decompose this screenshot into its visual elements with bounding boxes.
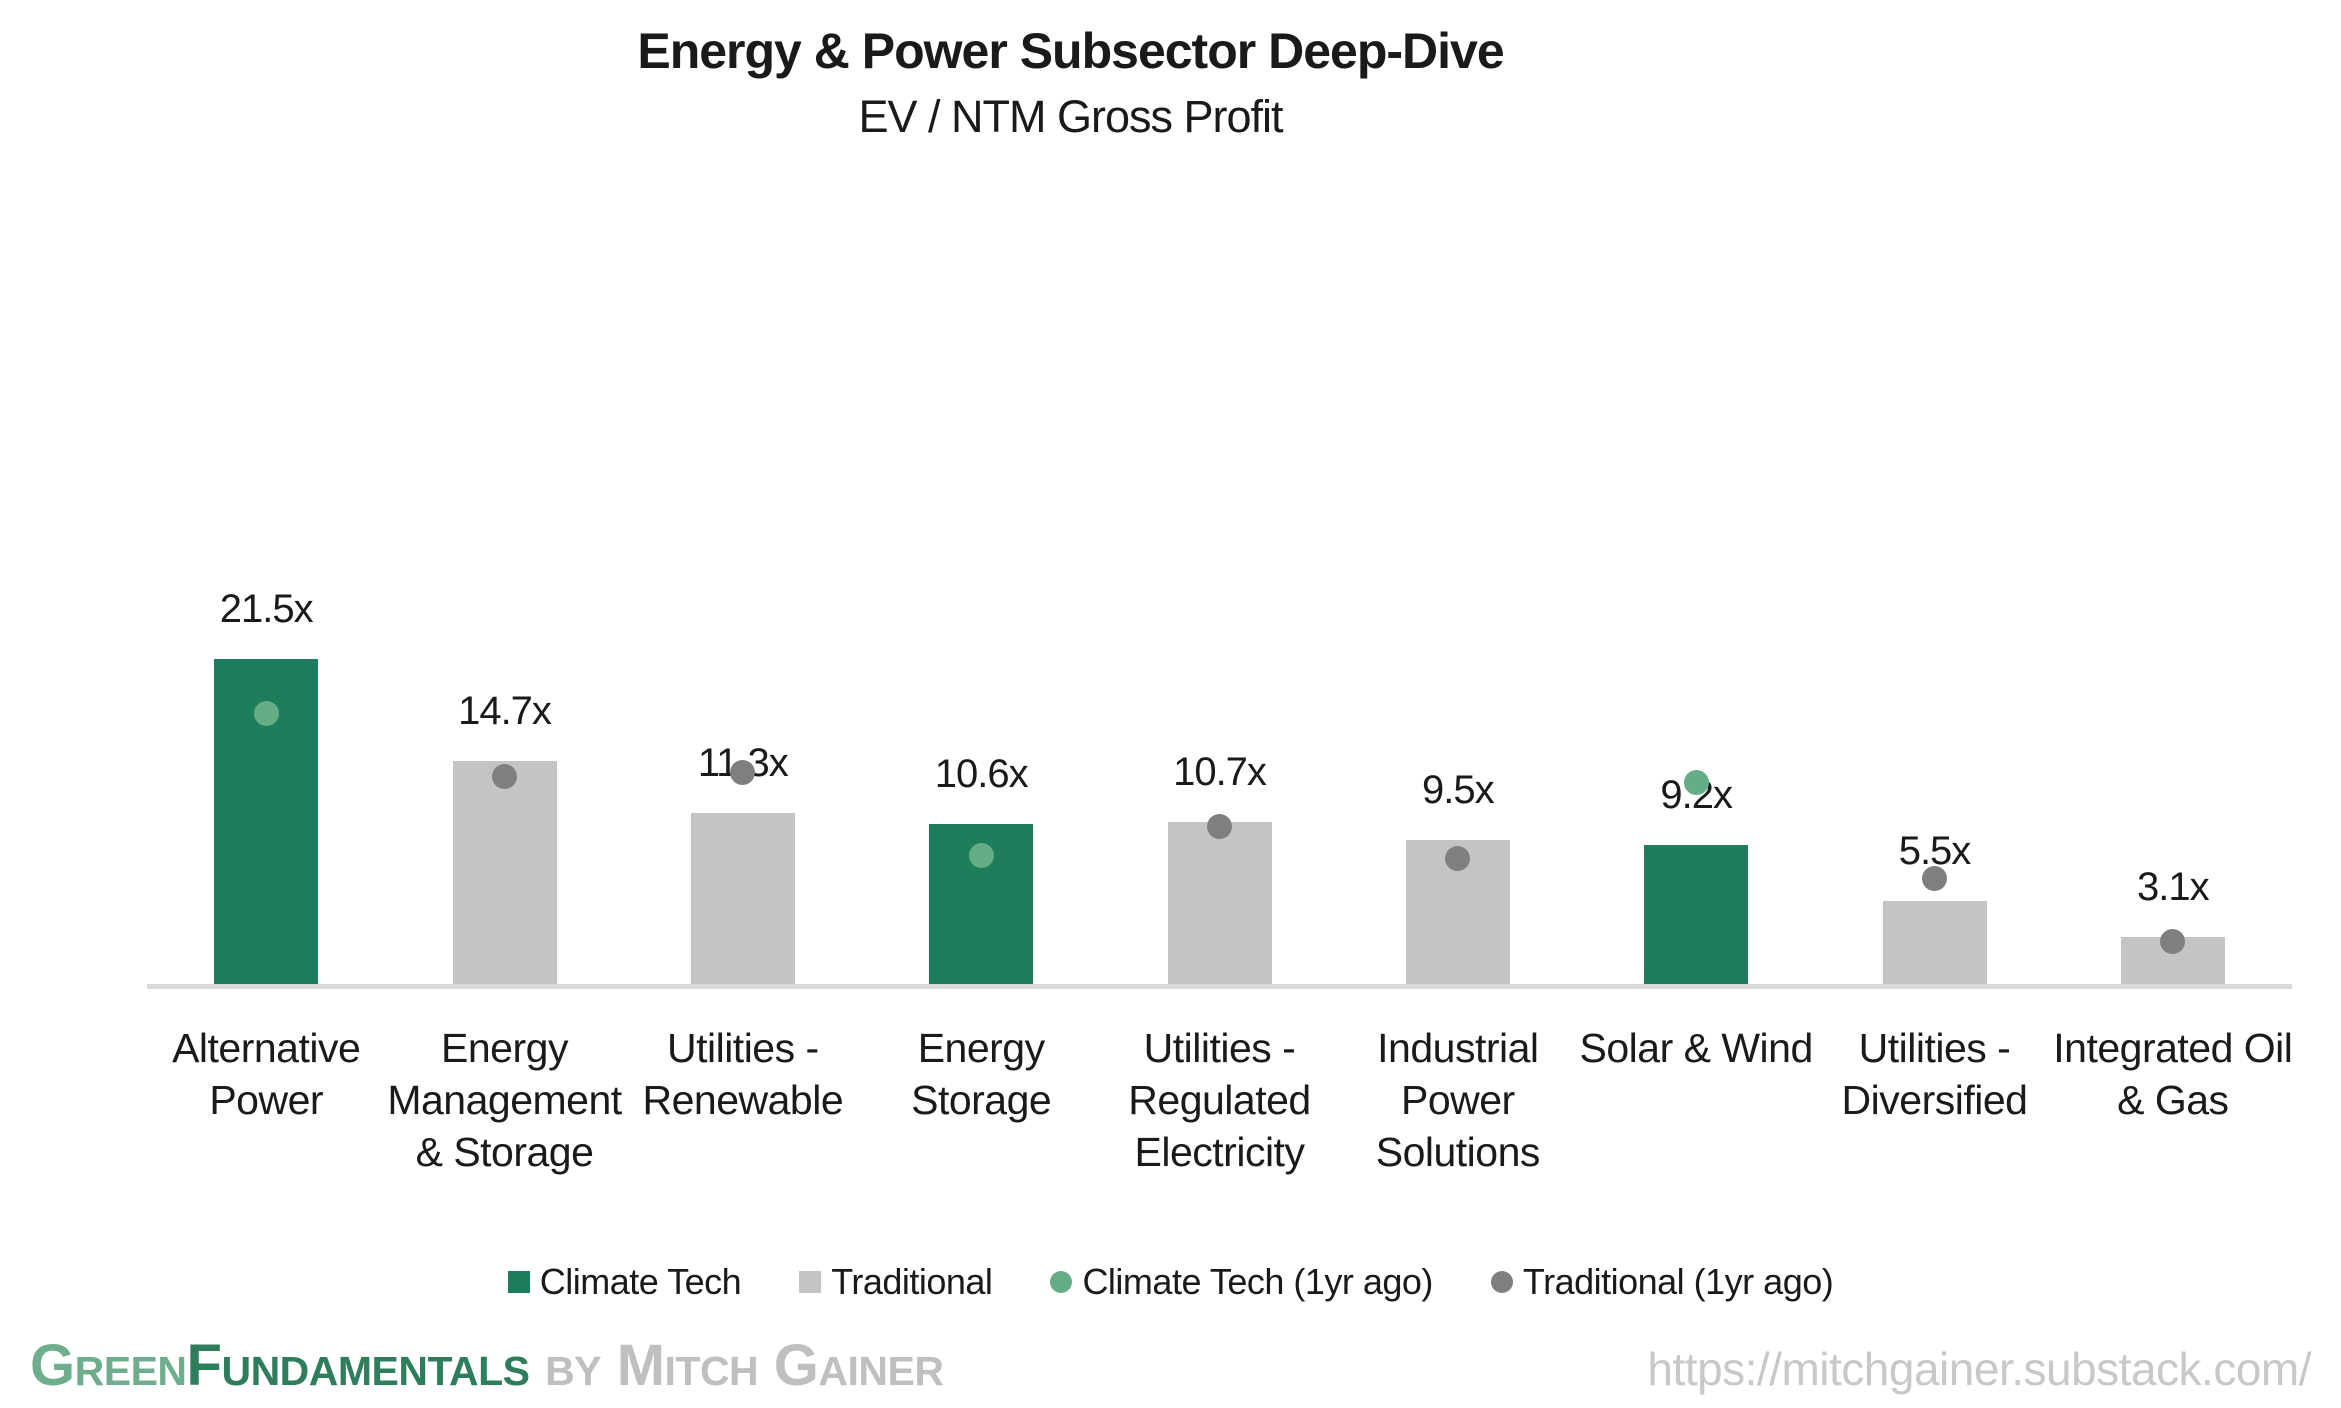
- legend-circle-swatch-climate-tech-1yr-ago: [1050, 1271, 1073, 1293]
- category-label-utilities-diversified: Utilities - Diversified: [1841, 1025, 2028, 1123]
- prior-year-dot-energy-management-storage: [492, 764, 517, 790]
- prior-year-dot-industrial-power-solutions: [1445, 845, 1471, 871]
- category-label-energy-storage: Energy Storage: [911, 1025, 1052, 1123]
- legend-circle-swatch-traditional-1yr-ago: [1490, 1271, 1513, 1293]
- chart-title: Energy & Power Subsector Deep-Dive: [637, 23, 1504, 79]
- chart-subtitle: EV / NTM Gross Profit: [858, 91, 1283, 142]
- prior-year-dot-alternative-power: [253, 700, 279, 726]
- legend-square-swatch-climate-tech: [507, 1271, 530, 1293]
- prior-year-dot-utilities-renewable: [730, 759, 756, 785]
- legend-label-traditional: Traditional: [831, 1261, 993, 1302]
- legend-square-swatch-traditional: [799, 1271, 822, 1293]
- brand-byline-text: by Mitch Gainer: [529, 1333, 944, 1398]
- bar-energy-management-storage: [452, 761, 557, 984]
- title-block: Energy & Power Subsector Deep-Dive EV / …: [0, 22, 2141, 143]
- category-label-alternative-power: Alternative Power: [172, 1025, 361, 1123]
- category-label-integrated-oil-gas: Integrated Oil & Gas: [2053, 1025, 2293, 1123]
- category-label-utilities-regulated-electricity: Utilities - Regulated Electricity: [1128, 1025, 1311, 1175]
- bar-solar-wind: [1644, 844, 1749, 984]
- value-label-utilities-diversified: 5.5x: [1898, 828, 1972, 873]
- legend-item-traditional-1yr-ago: Traditional (1yr ago): [1490, 1261, 1834, 1303]
- prior-year-dot-utilities-regulated-electricity: [1207, 814, 1232, 840]
- prior-year-dot-integrated-oil-gas: [2160, 929, 2186, 955]
- x-axis-line: [147, 984, 2292, 989]
- legend-label-climate-tech-1yr-ago: Climate Tech (1yr ago): [1082, 1261, 1433, 1302]
- value-label-integrated-oil-gas: 3.1x: [2137, 865, 2210, 910]
- legend-label-traditional-1yr-ago: Traditional (1yr ago): [1522, 1261, 1834, 1302]
- value-label-alternative-power: 21.5x: [219, 586, 314, 631]
- legend-item-climate-tech: Climate Tech: [507, 1261, 742, 1303]
- plot-area: 21.5x Alternative Power 14.7x Energy Manageme…: [147, 0, 2293, 1175]
- value-label-industrial-power-solutions: 9.5x: [1422, 768, 1495, 813]
- value-label-energy-management-storage: 14.7x: [458, 689, 552, 734]
- legend: Climate Tech Traditional Climate Tech (1yr…: [0, 1252, 2341, 1312]
- brand-fundamentals-text: Fundamentals: [186, 1333, 530, 1398]
- footer-url: https://mitchgainer.substack.com/: [1647, 1343, 2311, 1395]
- value-label-energy-storage: 10.6x: [934, 751, 1029, 796]
- category-label-utilities-renewable: Utilities - Renewable: [642, 1025, 844, 1123]
- bar-utilities-regulated-electricity: [1167, 822, 1272, 984]
- brand-green-text: Green: [30, 1333, 187, 1398]
- category-label-energy-management-storage: Energy Management & Storage: [387, 1025, 622, 1175]
- value-label-utilities-regulated-electricity: 10.7x: [1173, 750, 1267, 795]
- prior-year-dot-energy-storage: [968, 842, 994, 868]
- legend-label-climate-tech: Climate Tech: [539, 1261, 742, 1302]
- category-label-industrial-power-solutions: Industrial Power Solutions: [1375, 1025, 1541, 1175]
- legend-item-climate-tech-1yr-ago: Climate Tech (1yr ago): [1050, 1261, 1433, 1303]
- category-label-solar-wind: Solar & Wind: [1579, 1025, 1814, 1071]
- legend-item-traditional: Traditional: [799, 1261, 993, 1303]
- bar-utilities-renewable: [690, 812, 795, 984]
- bar-utilities-diversified: [1882, 900, 1987, 984]
- footer-brand: GreenFundamentals by Mitch Gainer: [30, 1333, 944, 1398]
- prior-year-dot-utilities-diversified: [1922, 865, 1947, 891]
- prior-year-dot-solar-wind: [1683, 770, 1709, 796]
